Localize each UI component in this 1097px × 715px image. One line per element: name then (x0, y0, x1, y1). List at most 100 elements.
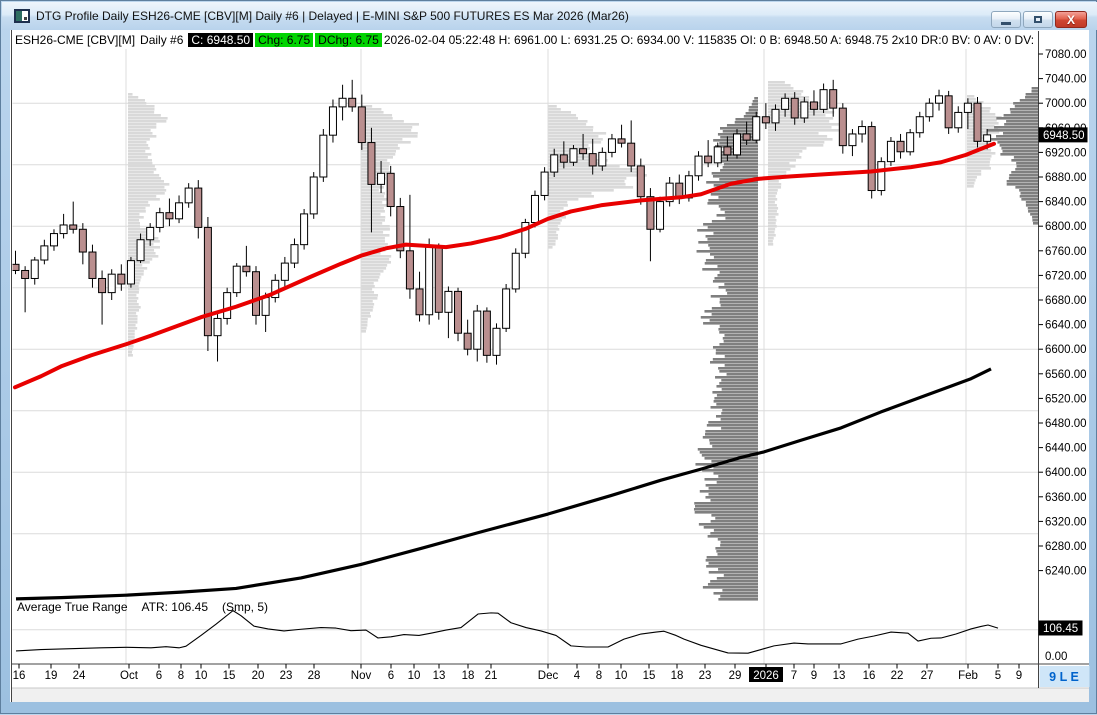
candle (319, 129, 328, 182)
candle (723, 136, 732, 162)
candle (357, 94, 366, 150)
svg-text:24: 24 (73, 670, 86, 682)
candle (809, 90, 818, 116)
profile-feb-dark (987, 87, 1038, 225)
candle (935, 89, 944, 111)
candle (550, 148, 559, 177)
candle (896, 133, 905, 159)
candle (30, 256, 39, 285)
candle (98, 270, 107, 325)
candlesticks (12, 79, 992, 365)
candle (771, 104, 780, 131)
svg-text:6800.00: 6800.00 (1045, 221, 1087, 233)
quote-info-bar: ESH26-CME [CBV][M] Daily #6 C: 6948.50 C… (12, 31, 1038, 49)
candle (511, 248, 520, 293)
candle (175, 195, 184, 224)
svg-text:7080.00: 7080.00 (1045, 49, 1087, 61)
time-axis[interactable]: 16 19 24 Oct 6 8 10 15 20 23 28 Nov 6 10 13 18 21 Dec 4 8 10… (13, 664, 1023, 682)
svg-text:6: 6 (156, 670, 162, 682)
app-icon (14, 9, 30, 23)
svg-text:6560.00: 6560.00 (1045, 369, 1087, 381)
candle (694, 151, 703, 181)
candle (559, 141, 568, 169)
candle (194, 180, 203, 239)
svg-text:6760.00: 6760.00 (1045, 246, 1087, 258)
candle (742, 121, 751, 146)
candle (126, 256, 135, 288)
minimize-button[interactable] (991, 11, 1021, 28)
price-axis[interactable]: 7080.007040.007000.006960.006920.006880.… (1038, 49, 1087, 578)
candle (155, 207, 164, 233)
candle (502, 284, 511, 332)
atr-params: (Smp, 5) (222, 600, 269, 614)
svg-text:6480.00: 6480.00 (1045, 418, 1087, 430)
candle (59, 213, 68, 239)
candle (675, 174, 684, 205)
svg-text:9: 9 (1016, 670, 1022, 682)
svg-text:20: 20 (252, 670, 265, 682)
atr-axis-labels: 106.45 0.00 (1038, 620, 1083, 663)
candle (386, 165, 395, 217)
candle (309, 172, 318, 219)
candle (886, 137, 895, 166)
candle (569, 145, 578, 166)
svg-text:Nov: Nov (351, 670, 372, 682)
candle (704, 140, 713, 168)
session-badge: 9 L E (1039, 666, 1090, 687)
candle (848, 129, 857, 157)
restore-button[interactable] (1023, 11, 1053, 28)
svg-text:6320.00: 6320.00 (1045, 516, 1087, 528)
candle (733, 129, 741, 159)
candle (540, 167, 549, 201)
candle (69, 201, 78, 234)
svg-text:16: 16 (13, 670, 26, 682)
svg-text:10: 10 (408, 670, 421, 682)
atr-name: Average True Range (17, 600, 128, 614)
svg-text:18: 18 (462, 670, 475, 682)
svg-text:10: 10 (615, 670, 628, 682)
close-button[interactable]: X (1055, 11, 1087, 28)
candle (290, 238, 299, 269)
candle (829, 79, 838, 117)
day-change-chip: DChg: 6.75 (315, 33, 382, 47)
profile-dec (548, 105, 647, 249)
svg-text:13: 13 (833, 670, 846, 682)
svg-text:6640.00: 6640.00 (1045, 320, 1087, 332)
atr-line (15, 610, 999, 654)
svg-text:6280.00: 6280.00 (1045, 541, 1087, 553)
candle (367, 127, 376, 233)
svg-text:Dec: Dec (538, 670, 559, 682)
candle (838, 103, 847, 154)
candle (328, 99, 337, 143)
candle (925, 98, 934, 122)
candle (867, 121, 876, 199)
svg-text:6880.00: 6880.00 (1045, 172, 1087, 184)
profile-jan-dark (693, 97, 758, 601)
candle (415, 271, 424, 322)
svg-text:23: 23 (280, 670, 293, 682)
candle (271, 274, 280, 303)
candle (588, 138, 597, 175)
restore-icon (1034, 16, 1042, 23)
candle (377, 161, 386, 193)
candle (280, 256, 289, 287)
svg-text:5: 5 (995, 670, 1001, 682)
candle (146, 223, 155, 246)
symbol-label: ESH26-CME [CBV][M] (15, 33, 136, 47)
svg-text:22: 22 (891, 670, 904, 682)
window-titlebar[interactable]: DTG Profile Daily ESH26-CME [CBV][M] Dai… (2, 2, 1097, 30)
svg-text:15: 15 (223, 670, 236, 682)
svg-text:8: 8 (178, 670, 184, 682)
svg-text:6520.00: 6520.00 (1045, 393, 1087, 405)
svg-text:19: 19 (45, 670, 58, 682)
change-chip: Chg: 6.75 (255, 33, 314, 47)
svg-text:6400.00: 6400.00 (1045, 467, 1087, 479)
candle (858, 120, 867, 143)
svg-text:6720.00: 6720.00 (1045, 270, 1087, 282)
candle (915, 111, 924, 138)
candle (184, 183, 193, 208)
svg-text:6: 6 (388, 670, 394, 682)
minimize-icon (1001, 21, 1011, 25)
candle (78, 223, 87, 265)
